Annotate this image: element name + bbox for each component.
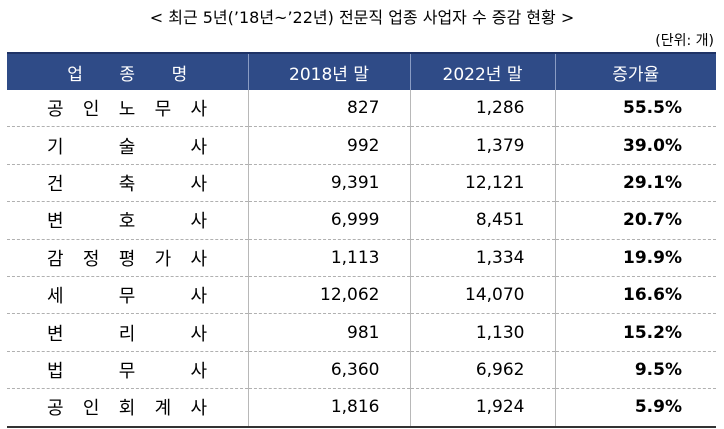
category-cell: 감 정 평 가 사 <box>7 239 248 277</box>
count-cell: 1,816 <box>247 388 410 428</box>
header-cell: 증가율 <box>554 52 716 90</box>
table-body: 공 인 노 무 사 827 1,286 55.5% 기 술 사 992 1,379 39.0%… <box>7 90 716 428</box>
category-name: 변 호 사 <box>47 211 207 233</box>
rate-cell: 5.9% <box>554 388 716 428</box>
count-cell: 6,962 <box>409 351 555 390</box>
category-name: 기 술 사 <box>47 136 207 158</box>
rate-cell: 9.5% <box>554 351 716 390</box>
count-cell: 1,113 <box>247 239 410 277</box>
header-row: 업 종 명 2018년 말 2022년 말 증가율 <box>7 52 716 90</box>
stats-table: 업 종 명 2018년 말 2022년 말 증가율 공 인 노 무 사 827 1,286… <box>7 52 716 428</box>
header-cell: 2022년 말 <box>409 52 555 90</box>
rate-cell: 29.1% <box>554 164 716 203</box>
table-row: 건 축 사 9,391 12,121 29.1% <box>7 164 716 203</box>
count-cell: 12,062 <box>247 276 410 315</box>
header-cell: 업 종 명 <box>7 52 248 90</box>
table-row: 감 정 평 가 사 1,113 1,334 19.9% <box>7 239 716 277</box>
count-cell: 1,334 <box>409 239 555 277</box>
count-cell: 992 <box>247 126 410 165</box>
header-cell: 2018년 말 <box>247 52 410 90</box>
category-name: 법 무 사 <box>47 360 207 382</box>
category-cell: 변 리 사 <box>7 313 248 352</box>
count-cell: 1,924 <box>409 388 555 428</box>
category-cell: 법 무 사 <box>7 351 248 390</box>
count-cell: 827 <box>247 90 410 128</box>
count-cell: 1,286 <box>409 90 555 128</box>
header-text: 2018년 말 <box>289 64 369 85</box>
count-cell: 6,999 <box>247 201 410 240</box>
category-cell: 공 인 노 무 사 <box>7 90 248 128</box>
rate-cell: 20.7% <box>554 201 716 240</box>
table-row: 변 호 사 6,999 8,451 20.7% <box>7 201 716 240</box>
rate-cell: 19.9% <box>554 239 716 277</box>
table-row: 세 무 사 12,062 14,070 16.6% <box>7 276 716 315</box>
table-row: 공 인 노 무 사 827 1,286 55.5% <box>7 90 716 128</box>
category-cell: 세 무 사 <box>7 276 248 315</box>
rate-cell: 55.5% <box>554 90 716 128</box>
table-row: 기 술 사 992 1,379 39.0% <box>7 126 716 165</box>
header-text: 2022년 말 <box>442 64 523 85</box>
category-name: 공 인 회 계 사 <box>47 398 207 420</box>
count-cell: 8,451 <box>409 201 555 240</box>
category-name: 변 리 사 <box>47 323 207 345</box>
table-row: 공 인 회 계 사 1,816 1,924 5.9% <box>7 388 716 428</box>
category-name: 세 무 사 <box>47 286 207 308</box>
rate-cell: 39.0% <box>554 126 716 165</box>
count-cell: 1,130 <box>409 313 555 352</box>
title: < 최근 5년(’18년~’22년) 전문직 업종 사업자 수 증감 현황 > <box>149 8 575 27</box>
category-cell: 건 축 사 <box>7 164 248 203</box>
category-name: 건 축 사 <box>47 173 207 195</box>
rate-cell: 16.6% <box>554 276 716 315</box>
count-cell: 12,121 <box>409 164 555 203</box>
count-cell: 981 <box>247 313 410 352</box>
table-row: 변 리 사 981 1,130 15.2% <box>7 313 716 352</box>
category-name: 감 정 평 가 사 <box>47 248 207 270</box>
category-cell: 변 호 사 <box>7 201 248 240</box>
category-cell: 기 술 사 <box>7 126 248 165</box>
rate-cell: 15.2% <box>554 313 716 352</box>
count-cell: 14,070 <box>409 276 555 315</box>
header-text: 업 종 명 <box>67 64 188 85</box>
table-row: 법 무 사 6,360 6,962 9.5% <box>7 351 716 390</box>
category-cell: 공 인 회 계 사 <box>7 388 248 428</box>
category-name: 공 인 노 무 사 <box>47 99 207 121</box>
count-cell: 1,379 <box>409 126 555 165</box>
unit-note: (단위: 개) <box>655 33 714 49</box>
header-text: 증가율 <box>612 64 660 85</box>
count-cell: 6,360 <box>247 351 410 390</box>
count-cell: 9,391 <box>247 164 410 203</box>
